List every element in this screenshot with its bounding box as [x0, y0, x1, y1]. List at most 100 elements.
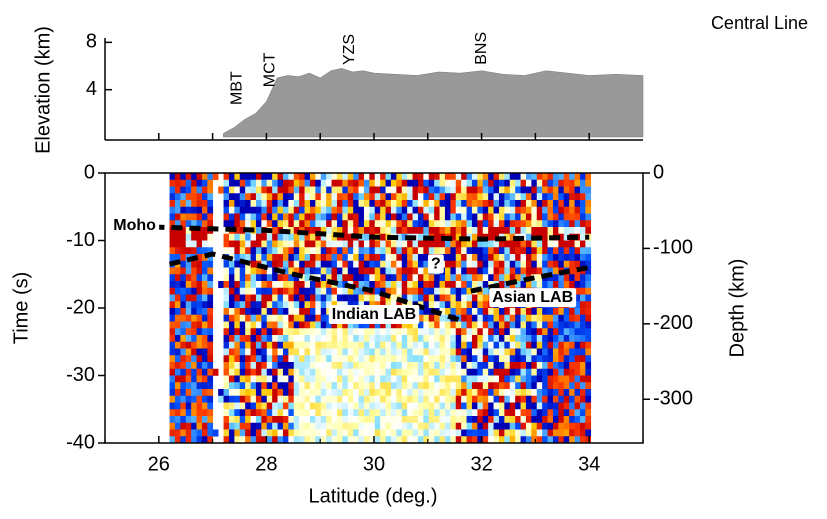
image-cell — [558, 254, 565, 262]
image-cell — [363, 341, 370, 349]
image-cell — [304, 436, 311, 444]
image-cell — [201, 173, 208, 181]
image-cell — [455, 328, 462, 336]
image-cell — [488, 335, 494, 343]
image-cell — [363, 227, 370, 235]
image-cell — [374, 294, 381, 302]
image-cell — [234, 382, 241, 390]
image-cell — [207, 429, 214, 437]
image-cell — [191, 321, 197, 329]
image-cell — [520, 321, 527, 329]
image-cell — [358, 247, 365, 255]
image-cell — [326, 389, 332, 397]
image-cell — [169, 247, 176, 255]
image-cell — [315, 308, 322, 316]
image-cell — [574, 382, 581, 390]
image-cell — [218, 395, 224, 403]
image-cell — [407, 395, 413, 403]
image-cell — [353, 220, 359, 228]
image-cell — [520, 341, 527, 349]
image-cell — [407, 422, 413, 430]
image-cell — [536, 436, 543, 444]
image-cell — [174, 233, 181, 241]
image-cell — [493, 395, 500, 403]
image-cell — [272, 368, 278, 376]
image-cell — [385, 335, 392, 343]
image-cell — [488, 362, 494, 370]
image-cell — [180, 402, 187, 410]
image-cell — [374, 409, 381, 417]
image-cell — [304, 335, 311, 343]
image-cell — [288, 247, 295, 255]
image-cell — [331, 335, 338, 343]
image-cell — [331, 206, 338, 214]
image-cell — [412, 173, 419, 181]
image-cell — [401, 416, 408, 424]
image-cell — [201, 206, 208, 214]
image-cell — [293, 274, 300, 282]
image-cell — [450, 294, 457, 302]
image-cell — [223, 301, 230, 309]
image-cell — [585, 179, 592, 187]
image-cell — [239, 213, 246, 221]
image-cell — [185, 429, 192, 437]
image-cell — [277, 429, 284, 437]
image-cell — [336, 206, 343, 214]
image-cell — [407, 247, 413, 255]
image-cell — [288, 314, 295, 322]
image-cell — [320, 341, 327, 349]
image-cell — [228, 294, 235, 302]
image-cell — [482, 321, 489, 329]
image-cell — [493, 429, 500, 437]
image-cell — [261, 240, 268, 248]
image-cell — [396, 260, 403, 268]
image-cell — [277, 254, 284, 262]
image-cell — [255, 395, 262, 403]
image-cell — [169, 287, 176, 295]
image-cell — [482, 173, 489, 181]
image-cell — [185, 362, 192, 370]
image-cell — [423, 375, 430, 383]
image-cell — [180, 375, 187, 383]
image-cell — [326, 186, 332, 194]
image-cell — [299, 233, 305, 241]
image-cell — [547, 220, 554, 228]
image-cell — [169, 355, 176, 363]
image-cell — [331, 402, 338, 410]
image-cell — [282, 375, 289, 383]
image-cell — [185, 382, 192, 390]
image-cell — [585, 341, 592, 349]
image-cell — [482, 341, 489, 349]
image-cell — [374, 254, 381, 262]
image-cell — [342, 321, 349, 329]
image-cell — [320, 375, 327, 383]
image-cell — [558, 314, 565, 322]
image-cell — [309, 416, 316, 424]
image-cell — [574, 402, 581, 410]
image-cell — [169, 254, 176, 262]
image-cell — [434, 193, 440, 201]
image-cell — [207, 173, 214, 181]
image-cell — [185, 260, 192, 268]
image-cell — [461, 382, 467, 390]
image-cell — [423, 335, 430, 343]
image-cell — [223, 260, 230, 268]
image-cell — [579, 422, 586, 430]
image-cell — [369, 328, 376, 336]
image-cell — [558, 247, 565, 255]
image-cell — [444, 416, 451, 424]
image-cell — [250, 301, 257, 309]
image-cell — [299, 436, 305, 444]
image-cell — [407, 186, 413, 194]
image-cell — [180, 260, 187, 268]
image-cell — [282, 254, 289, 262]
image-cell — [423, 227, 430, 235]
image-cell — [574, 375, 581, 383]
image-cell — [223, 206, 230, 214]
image-cell — [326, 254, 332, 262]
image-cell — [563, 409, 570, 417]
image-cell — [380, 213, 386, 221]
image-cell — [191, 213, 197, 221]
image-cell — [579, 375, 586, 383]
image-cell — [174, 213, 181, 221]
